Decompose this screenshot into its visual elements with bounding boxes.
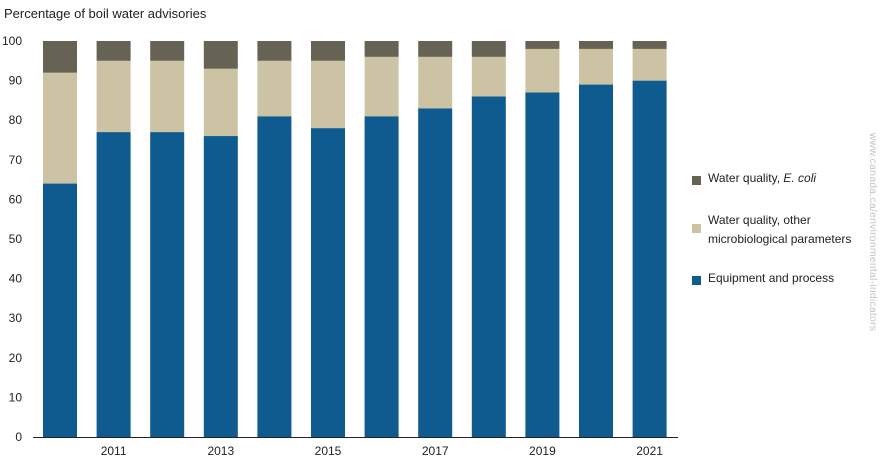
bar-2014-series-0: [257, 116, 292, 438]
bar-2018-series-1: [471, 56, 506, 97]
legend-swatch-other-microbiological: [692, 224, 701, 233]
legend-swatch-ecoli: [692, 176, 701, 185]
bar-2014-series-2: [257, 41, 292, 61]
y-tick-label-70: 70: [9, 153, 23, 167]
bar-2021-series-0: [632, 80, 667, 437]
source-watermark: www.canada.ca/environmental-indicators: [867, 132, 879, 332]
bar-2015-series-0: [311, 128, 345, 437]
bar-2010-series-2: [43, 41, 77, 73]
bar-2012-series-2: [150, 41, 185, 61]
bar-2015-series-1: [311, 60, 345, 129]
legend-label-other-microbiological: Water quality, other microbiological para…: [708, 213, 852, 246]
y-tick-label-100: 100: [2, 34, 22, 48]
y-tick-label-40: 40: [9, 272, 23, 286]
bar-2011-series-2: [96, 41, 131, 61]
y-axis-title: Percentage of boil water advisories: [4, 6, 207, 21]
legend-item-equipment[interactable]: Equipment and process: [692, 271, 834, 288]
bar-2010-series-0: [43, 183, 77, 437]
bar-2010-series-1: [43, 72, 77, 184]
y-tick-label-80: 80: [9, 113, 23, 127]
legend-item-ecoli[interactable]: Water quality, E. coli: [692, 171, 816, 188]
x-tick-label-2021: 2021: [636, 444, 663, 458]
bar-2020-series-2: [579, 41, 613, 49]
bar-2020-series-0: [579, 84, 613, 437]
y-tick-label-50: 50: [9, 232, 23, 246]
bar-2016-series-2: [364, 41, 399, 57]
x-tick-label-2013: 2013: [207, 444, 234, 458]
x-tick-label-2019: 2019: [529, 444, 556, 458]
bar-2016-series-0: [364, 116, 399, 438]
legend-item-other-microbiological[interactable]: Water quality, other microbiological para…: [692, 213, 851, 249]
bar-2016-series-1: [364, 56, 399, 117]
bar-2014-series-1: [257, 60, 292, 117]
bar-2019-series-2: [525, 41, 560, 49]
bar-2012-series-1: [150, 60, 185, 133]
y-tick-label-30: 30: [9, 311, 23, 325]
x-tick-label-2017: 2017: [422, 444, 449, 458]
y-tick-label-0: 0: [15, 430, 22, 444]
bar-2013-series-1: [203, 68, 238, 137]
bar-2013-series-0: [203, 136, 238, 438]
legend-label-equipment: Equipment and process: [708, 271, 835, 285]
y-tick-label-20: 20: [9, 351, 23, 365]
y-tick-label-10: 10: [9, 390, 23, 404]
legend-swatch-equipment: [692, 276, 701, 285]
bar-2013-series-2: [203, 41, 238, 69]
bar-2021-series-2: [632, 41, 667, 49]
bar-2017-series-2: [418, 41, 453, 57]
bar-2021-series-1: [632, 48, 667, 81]
y-tick-label-60: 60: [9, 192, 23, 206]
bar-2018-series-0: [471, 96, 506, 437]
bar-2019-series-1: [525, 48, 560, 93]
y-tick-label-90: 90: [9, 74, 23, 88]
bar-2011-series-1: [96, 60, 131, 133]
bar-2015-series-2: [311, 41, 345, 61]
bar-2012-series-0: [150, 132, 185, 437]
bar-2019-series-0: [525, 92, 560, 437]
bar-2011-series-0: [96, 132, 131, 437]
bar-2020-series-1: [579, 48, 613, 85]
bar-2018-series-2: [471, 41, 506, 57]
bar-2017-series-0: [418, 108, 453, 437]
x-tick-label-2015: 2015: [315, 444, 342, 458]
x-tick-label-2011: 2011: [101, 444, 127, 458]
bar-2017-series-1: [418, 56, 453, 109]
legend-label-ecoli: Water quality, E. coli: [708, 171, 817, 185]
